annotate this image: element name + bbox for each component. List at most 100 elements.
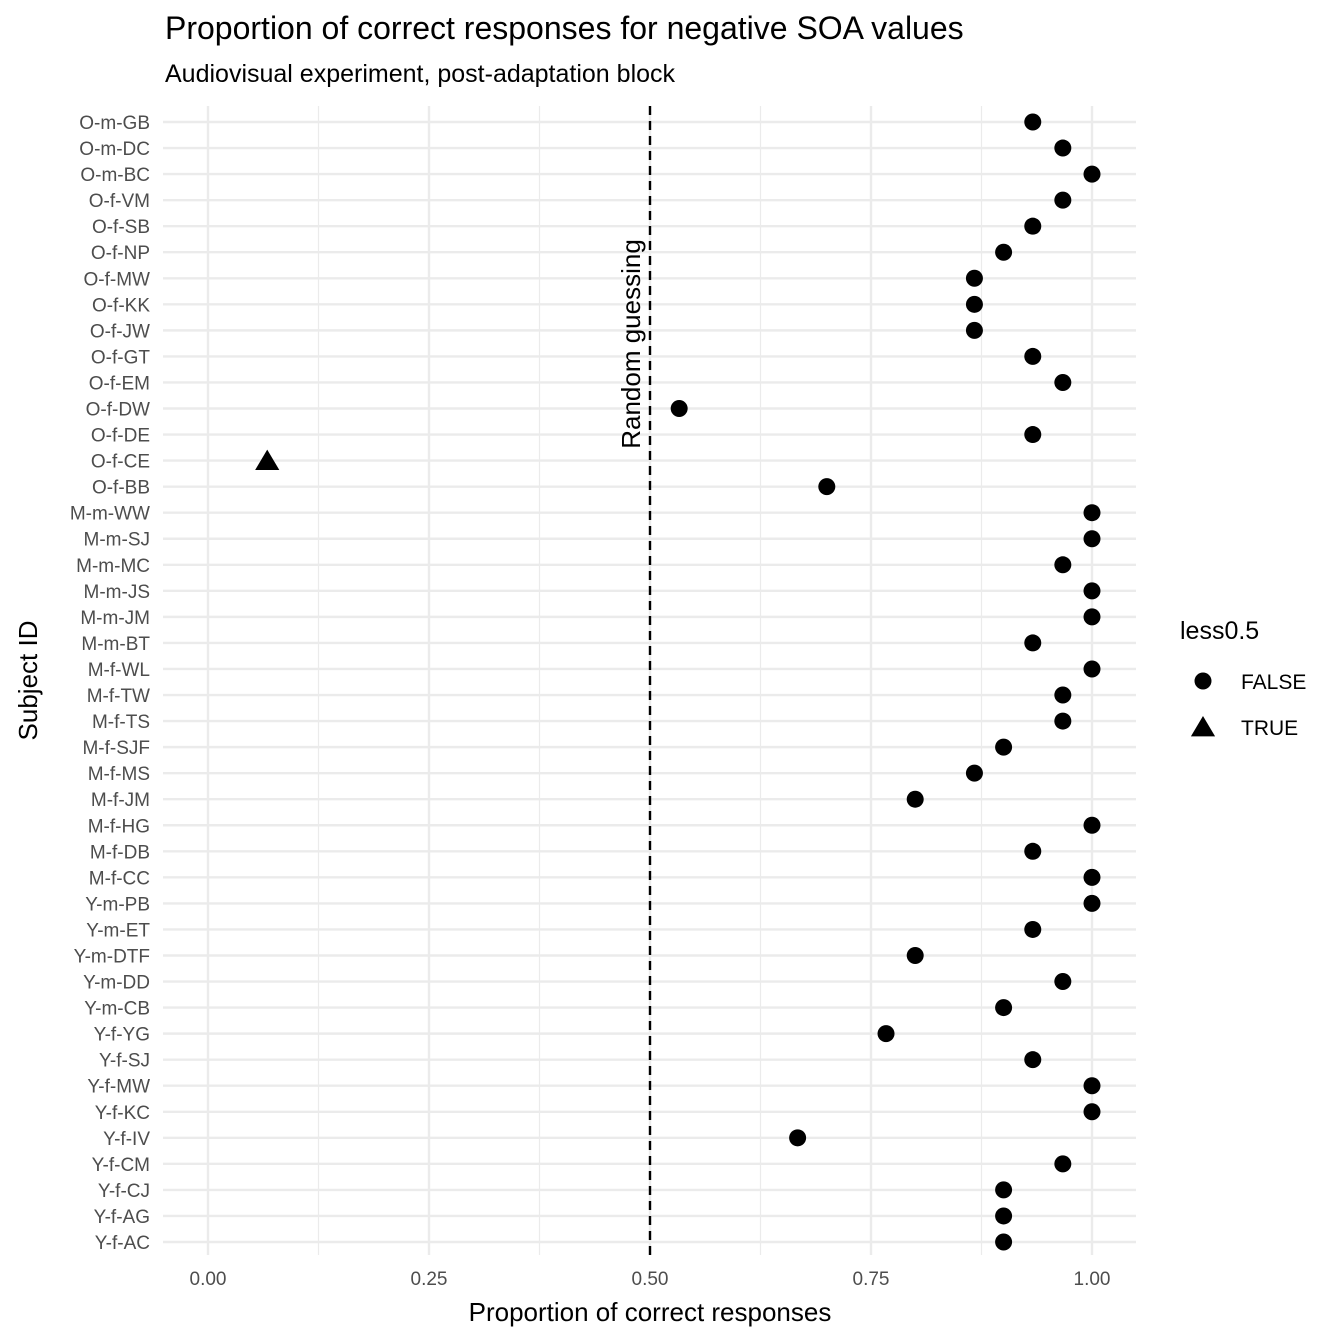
y-tick-label: O-f-VM [89, 191, 150, 212]
data-point-circle [1024, 634, 1042, 652]
y-tick-label: M-m-SJ [84, 530, 150, 551]
y-tick-label: Y-m-DD [83, 973, 150, 994]
y-tick-label: O-m-DC [79, 139, 150, 160]
y-tick-label: M-f-TW [87, 686, 150, 707]
y-tick-label: O-f-GT [91, 347, 150, 368]
data-point-circle [965, 295, 983, 313]
data-point-circle [670, 400, 688, 418]
data-point-circle [1083, 165, 1101, 183]
data-point-circle [877, 1025, 895, 1043]
y-tick-label: M-m-JM [80, 608, 150, 629]
y-tick-label: O-f-JW [90, 321, 150, 342]
data-point-circle [1054, 973, 1072, 991]
data-point-circle [995, 1207, 1013, 1225]
y-tick-label: Y-f-CJ [98, 1181, 150, 1202]
y-tick-label: Y-m-PB [85, 894, 150, 915]
data-point-circle [965, 764, 983, 782]
data-point-circle [995, 738, 1013, 756]
y-tick-label: Y-m-DTF [74, 946, 150, 967]
data-point-circle [1054, 373, 1072, 391]
y-tick-label: M-f-HG [88, 816, 150, 837]
data-point-circle [1054, 139, 1072, 157]
data-point-circle [1083, 530, 1101, 548]
y-tick-label: O-f-SB [92, 217, 150, 238]
data-point-circle [1083, 660, 1101, 678]
data-point-circle [906, 946, 924, 964]
y-tick-label: O-f-DW [86, 400, 150, 421]
data-point-circle [1054, 686, 1072, 704]
x-axis-title: Proportion of correct responses [469, 1297, 832, 1327]
legend-key-triangle [1190, 716, 1216, 737]
data-point-circle [789, 1129, 807, 1147]
y-tick-label: M-f-CC [89, 868, 150, 889]
data-point-circle [1083, 816, 1101, 834]
x-tick-label: 0.75 [853, 1269, 890, 1290]
data-point-circle [1024, 347, 1042, 365]
data-point-circle [1083, 582, 1101, 600]
y-tick-label: O-f-BB [92, 478, 150, 499]
y-tick-label: M-m-MC [76, 556, 150, 577]
y-tick-label: Y-f-MW [87, 1077, 150, 1098]
data-point-circle [1024, 113, 1042, 131]
y-tick-label: Y-f-SJ [99, 1051, 150, 1072]
data-point-circle [1024, 217, 1042, 235]
y-tick-labels: O-m-GB O-m-DC O-m-BC O-f-VM O-f-SB O-f-NP O-f-… [70, 113, 151, 1254]
data-point-circle [1083, 868, 1101, 886]
data-points [255, 113, 1101, 1251]
data-point-circle [995, 1233, 1013, 1251]
data-point-circle [818, 478, 836, 496]
x-tick-label: 1.00 [1074, 1269, 1111, 1290]
y-tick-label: Y-f-IV [103, 1129, 150, 1150]
data-point-circle [1054, 191, 1072, 209]
y-tick-label: Y-f-AG [94, 1207, 150, 1228]
random-guessing-label: Random guessing [616, 239, 646, 449]
y-tick-label: O-f-KK [92, 295, 150, 316]
y-tick-label: O-m-BC [80, 165, 150, 186]
data-point-circle [1054, 556, 1072, 574]
x-tick-label: 0.50 [632, 1269, 669, 1290]
y-axis-title: Subject ID [13, 621, 43, 741]
data-point-circle [1083, 894, 1101, 912]
data-point-circle [965, 321, 983, 339]
data-point-circle [995, 243, 1013, 261]
data-point-circle [1054, 1155, 1072, 1173]
legend-label: TRUE [1241, 717, 1298, 740]
y-tick-label: M-m-WW [70, 504, 150, 525]
y-tick-label: M-m-BT [81, 634, 150, 655]
y-tick-label: O-f-CE [91, 452, 150, 473]
y-tick-label: M-f-SJF [82, 738, 150, 759]
y-tick-label: M-m-JS [84, 582, 150, 603]
legend: less0.5 FALSE TRUE [1180, 617, 1306, 740]
x-tick-labels: 0.00 0.25 0.50 0.75 1.00 [190, 1269, 1111, 1290]
y-tick-label: Y-f-YG [94, 1025, 150, 1046]
data-point-circle [1054, 712, 1072, 730]
y-tick-label: Y-m-ET [86, 920, 150, 941]
data-point-circle [1024, 920, 1042, 938]
x-tick-label: 0.25 [411, 1269, 448, 1290]
chart-title: Proportion of correct responses for nega… [165, 10, 964, 46]
chart-subtitle: Audiovisual experiment, post-adaptation … [165, 60, 676, 88]
legend-label: FALSE [1241, 671, 1306, 694]
data-point-circle [995, 999, 1013, 1017]
y-tick-label: O-f-NP [91, 243, 150, 264]
legend-title: less0.5 [1180, 617, 1259, 645]
x-tick-label: 0.00 [190, 1269, 227, 1290]
reference-line-layer: Random guessing [616, 106, 652, 1255]
y-tick-label: O-f-DE [91, 426, 150, 447]
data-point-circle [906, 790, 924, 808]
data-point-circle [995, 1181, 1013, 1199]
data-point-circle [1024, 1051, 1042, 1069]
y-tick-label: Y-f-AC [95, 1233, 150, 1254]
y-tick-label: M-f-MS [88, 764, 150, 785]
data-point-circle [1024, 426, 1042, 444]
data-point-circle [1024, 842, 1042, 860]
data-point-circle [1083, 504, 1101, 522]
data-point-circle [965, 269, 983, 287]
data-point-circle [1083, 608, 1101, 626]
legend-key-circle [1194, 672, 1212, 690]
y-tick-label: Y-f-CM [92, 1155, 150, 1176]
y-tick-label: M-f-DB [90, 842, 150, 863]
y-tick-label: O-f-MW [84, 269, 151, 290]
y-tick-label: M-f-WL [88, 660, 150, 681]
